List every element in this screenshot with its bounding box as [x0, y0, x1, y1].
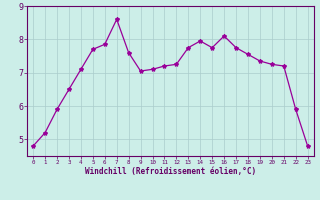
X-axis label: Windchill (Refroidissement éolien,°C): Windchill (Refroidissement éolien,°C): [85, 167, 256, 176]
